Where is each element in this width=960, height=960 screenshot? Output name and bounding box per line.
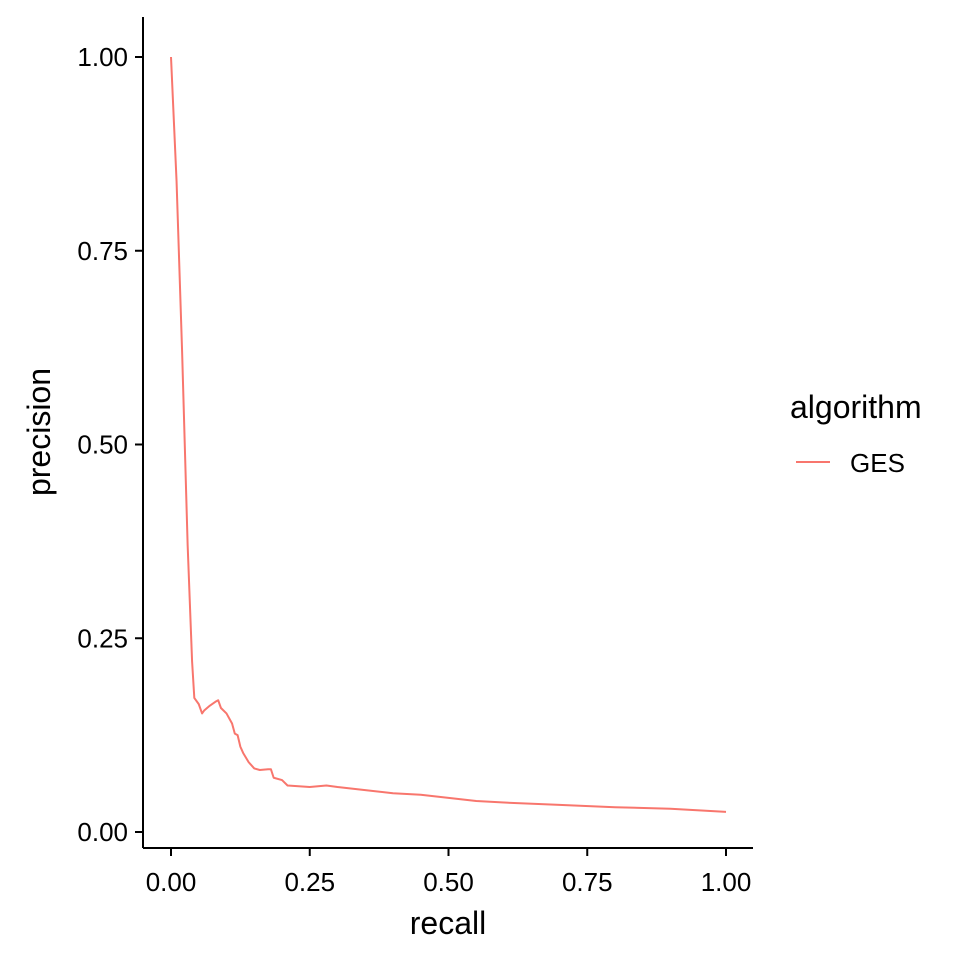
y-axis: 0.00 0.25 0.50 0.75 1.00 [77, 17, 144, 848]
x-tick-label: 0.25 [284, 867, 335, 897]
series-line-ges [170, 56, 727, 813]
y-axis-title: precision [21, 368, 57, 496]
y-tick-label: 1.00 [77, 42, 128, 72]
x-axis-title: recall [410, 905, 486, 941]
legend-item-ges: GES [796, 448, 905, 478]
x-tick-label: 0.50 [423, 867, 474, 897]
plot-area [170, 56, 727, 813]
y-tick-label: 0.00 [77, 817, 128, 847]
x-tick-label: 0.75 [562, 867, 613, 897]
x-tick-label: 1.00 [701, 867, 752, 897]
legend-label-ges: GES [850, 448, 905, 478]
legend: algorithm GES [790, 389, 922, 478]
y-tick-label: 0.25 [77, 623, 128, 653]
x-axis: 0.00 0.25 0.50 0.75 1.00 [143, 847, 753, 897]
x-tick-label: 0.00 [146, 867, 197, 897]
legend-title: algorithm [790, 389, 922, 425]
y-tick-label: 0.75 [77, 236, 128, 266]
y-tick-label: 0.50 [77, 430, 128, 460]
